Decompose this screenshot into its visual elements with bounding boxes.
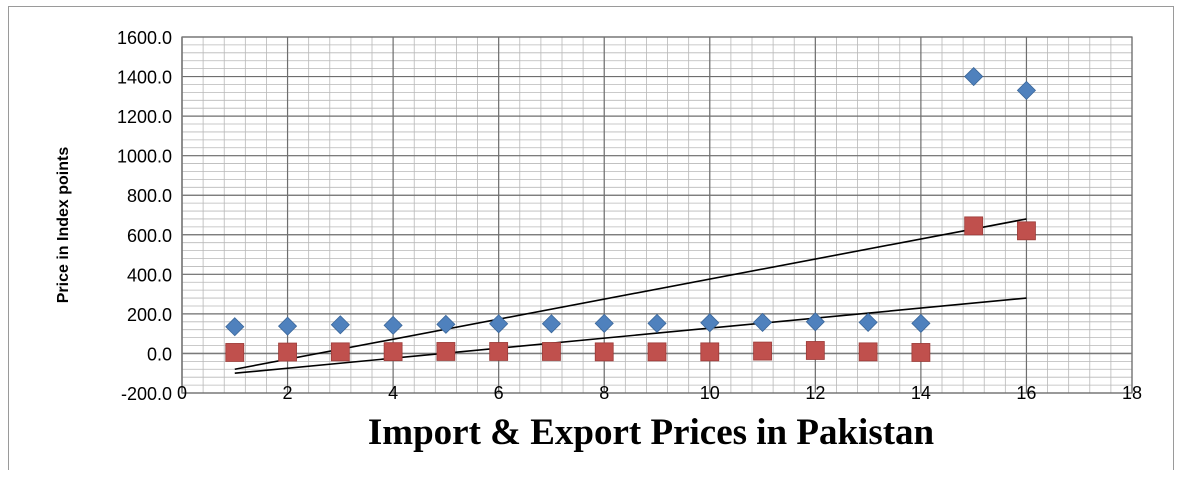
- y-tick-label: 200.0: [127, 305, 172, 325]
- trendlines: [234, 218, 1027, 375]
- square-point: [700, 342, 720, 362]
- y-tick-label: 1400.0: [117, 68, 172, 88]
- diamond-point: [647, 313, 667, 333]
- diamond-point: [436, 314, 456, 334]
- y-tick-label: 600.0: [127, 226, 172, 246]
- x-tick-label: 2: [283, 383, 293, 403]
- x-tick-label: 6: [494, 383, 504, 403]
- trendline: [234, 297, 1027, 375]
- square-point: [594, 342, 614, 362]
- y-tick-label: 400.0: [127, 265, 172, 285]
- diamond-point: [489, 314, 509, 334]
- square-point: [647, 342, 667, 362]
- x-axis-ticks: 0 2 4 6 8 10 12 14 16 18: [177, 383, 1142, 403]
- square-point: [383, 342, 403, 362]
- square-point: [436, 342, 456, 361]
- square-point: [542, 342, 561, 361]
- x-tick-label: 16: [1016, 383, 1036, 403]
- diamond-point: [277, 316, 298, 336]
- square-point: [964, 216, 984, 236]
- square-point: [753, 341, 772, 361]
- chart-area: [8, 6, 1174, 470]
- y-tick-label: 0.0: [147, 344, 172, 364]
- diamond-point: [752, 312, 773, 332]
- square-point: [225, 343, 245, 362]
- diamond-point: [541, 314, 562, 334]
- x-tick-label: 4: [388, 383, 398, 403]
- diamond-point: [330, 315, 350, 335]
- y-tick-label: 1200.0: [117, 107, 172, 127]
- diamond-point: [1016, 80, 1037, 100]
- square-point: [805, 341, 825, 360]
- minor-gridlines: [181, 36, 1133, 394]
- y-tick-label: 1000.0: [117, 147, 172, 167]
- diamond-point: [383, 315, 403, 335]
- diamond-point: [964, 66, 984, 87]
- y-tick-label: 800.0: [127, 186, 172, 206]
- plot-border: [181, 36, 1133, 394]
- y-tick-label: -200.0: [121, 384, 172, 404]
- diamond-point: [911, 313, 931, 333]
- x-tick-label: 0: [177, 383, 187, 403]
- square-point: [278, 342, 297, 362]
- x-tick-label: 8: [599, 383, 609, 403]
- square-point: [858, 342, 878, 362]
- square-point: [489, 342, 509, 361]
- data-points: [225, 66, 1037, 362]
- y-axis-ticks: -200.0 0.0 200.0 400.0 600.0 800.0 1000.0 1200.…: [117, 28, 172, 404]
- diamond-point: [805, 312, 825, 332]
- x-tick-label: 18: [1122, 383, 1142, 403]
- x-tick-label: 14: [911, 383, 931, 403]
- square-point: [330, 342, 350, 362]
- diamond-point: [225, 317, 245, 337]
- y-axis-label: Price in Index points: [55, 147, 72, 304]
- square-point: [911, 343, 931, 362]
- y-tick-label: 1600.0: [117, 28, 172, 48]
- x-tick-label: 12: [805, 383, 825, 403]
- trendline: [234, 218, 1027, 371]
- plot-frame: [181, 36, 1133, 394]
- x-axis-label: Import & Export Prices in Pakistan: [368, 412, 935, 453]
- x-tick-label: 10: [700, 383, 720, 403]
- square-point: [1017, 221, 1036, 241]
- major-gridlines: [181, 36, 1133, 394]
- diamond-point: [858, 312, 878, 332]
- diamond-point: [594, 313, 614, 333]
- diamond-point: [700, 313, 720, 333]
